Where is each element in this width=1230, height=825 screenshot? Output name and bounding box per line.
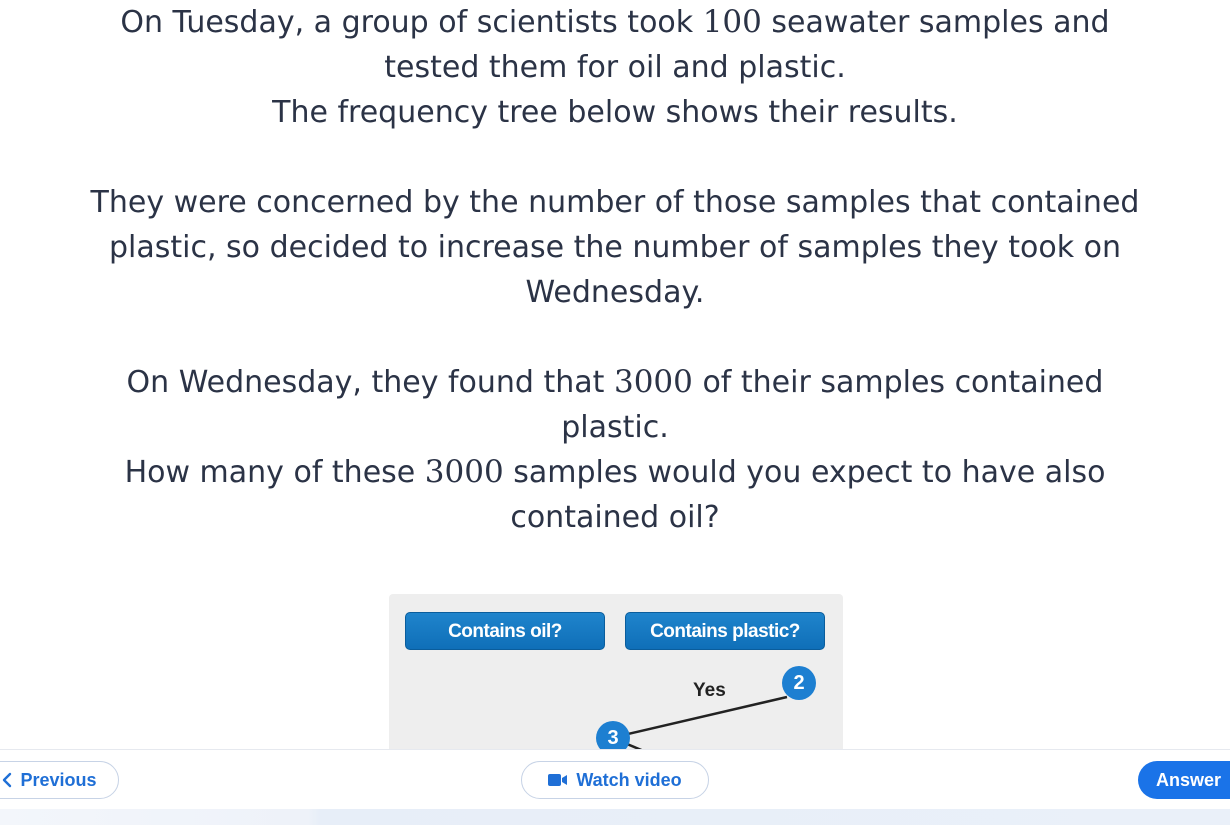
question-line: On Wednesday, they found that 3000 of th… (0, 360, 1230, 405)
branch-yes-line (614, 695, 788, 739)
question-line: contained oil? (510, 500, 720, 535)
watch-video-label: Watch video (576, 770, 682, 790)
question-line: On Tuesday, a group of scientists took 1… (0, 0, 1230, 45)
math-number: 3000 (613, 364, 693, 400)
text-segment: On Tuesday, a group of scientists took (120, 5, 694, 40)
frequency-tree: Contains oil? Contains plastic? Yes 2 3 (389, 594, 843, 754)
question-line: tested them for oil and plastic. (384, 50, 846, 85)
question-line: Wednesday. (525, 275, 705, 310)
chevron-left-icon (2, 772, 12, 788)
question-line: The frequency tree below shows their res… (272, 95, 958, 130)
branch-label-yes: Yes (693, 680, 726, 701)
math-number: 100 (702, 4, 762, 40)
node-badge-oil-yes: 3 (596, 721, 630, 754)
text-segment: On Wednesday, they found that (126, 365, 605, 400)
answer-label: Answer (1156, 770, 1222, 790)
watch-video-button[interactable]: Watch video (521, 761, 709, 799)
node-badge-plastic-yes: 2 (782, 666, 816, 700)
video-camera-icon (548, 773, 568, 787)
header-contains-plastic: Contains plastic? (625, 612, 825, 650)
footer-strip (0, 809, 1230, 825)
answer-button[interactable]: Answer (1138, 761, 1230, 799)
math-number: 3000 (424, 454, 504, 490)
text-segment: samples would you expect to have also (513, 455, 1106, 490)
question-line: They were concerned by the number of tho… (90, 185, 1140, 220)
question-line: plastic, so decided to increase the numb… (109, 230, 1121, 265)
text-segment: seawater samples and (771, 5, 1110, 40)
previous-label: Previous (20, 770, 97, 790)
bottom-nav-bar: Previous Watch video Answer (0, 749, 1230, 810)
question-line: plastic. (561, 410, 669, 445)
question-line: How many of these 3000 samples would you… (0, 450, 1230, 495)
text-segment: of their samples contained (702, 365, 1104, 400)
header-contains-oil: Contains oil? (405, 612, 605, 650)
text-segment: How many of these (124, 455, 416, 490)
question-text: On Tuesday, a group of scientists took 1… (0, 0, 1230, 535)
previous-button[interactable]: Previous (0, 761, 119, 799)
